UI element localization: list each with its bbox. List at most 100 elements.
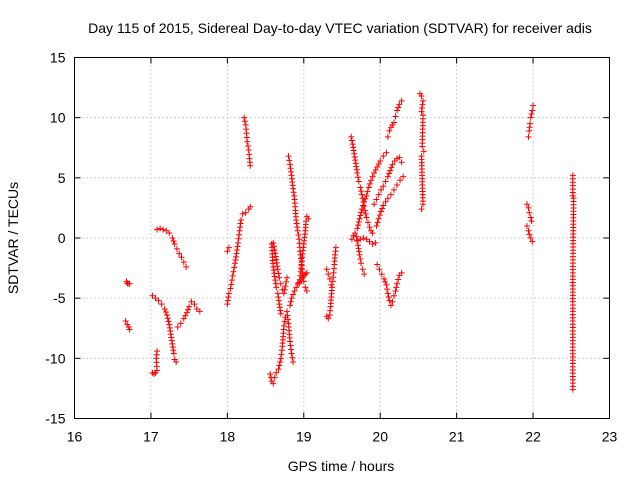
- data-point: [290, 185, 297, 192]
- data-point: [273, 256, 280, 263]
- data-point: [236, 227, 243, 234]
- data-point: [166, 321, 173, 328]
- y-tick-labels: -15 -10 -5 0 5 10 15: [45, 50, 65, 427]
- data-point: [358, 191, 365, 198]
- data-point: [237, 220, 244, 227]
- data-point: [163, 227, 170, 234]
- data-point: [384, 133, 391, 140]
- data-point: [372, 167, 379, 174]
- data-point: [362, 210, 369, 217]
- data-point: [386, 127, 393, 134]
- data-point: [358, 209, 365, 216]
- x-tick-label: 16: [67, 429, 83, 445]
- data-point: [184, 306, 191, 313]
- data-point: [350, 144, 357, 151]
- data-point: [353, 166, 360, 173]
- data-point: [358, 260, 365, 267]
- data-point: [348, 133, 355, 140]
- data-point: [356, 248, 363, 255]
- data-point: [418, 93, 425, 100]
- data-point: [173, 245, 180, 252]
- data-point: [180, 259, 187, 266]
- data-point: [281, 286, 288, 293]
- data-point: [270, 243, 277, 250]
- data-point: [360, 235, 367, 241]
- x-axis-label: GPS time / hours: [288, 458, 395, 474]
- data-point: [325, 271, 332, 278]
- y-tick-label: -5: [53, 290, 66, 306]
- data-point: [569, 386, 576, 393]
- data-point: [359, 195, 366, 202]
- data-point: [384, 195, 391, 202]
- data-point: [360, 202, 367, 209]
- data-point: [373, 222, 380, 229]
- data-point: [328, 281, 335, 288]
- data-point: [274, 263, 281, 270]
- data-point: [287, 161, 294, 168]
- data-point: [155, 297, 162, 304]
- data-point: [364, 219, 371, 226]
- data-point: [529, 238, 536, 245]
- data-point: [525, 227, 532, 234]
- data-point: [236, 231, 243, 238]
- chart-title: Day 115 of 2015, Sidereal Day-to-day VTE…: [88, 20, 592, 36]
- data-point: [355, 178, 362, 185]
- data-point: [386, 170, 393, 177]
- data-point: [382, 178, 389, 185]
- data-point: [381, 275, 388, 282]
- y-tick-label: -15: [45, 411, 65, 427]
- data-point: [525, 133, 532, 140]
- data-point: [122, 318, 129, 325]
- data-point: [275, 366, 282, 373]
- data-point: [528, 111, 535, 118]
- data-point: [351, 230, 358, 237]
- data-point: [400, 173, 407, 180]
- data-point: [193, 305, 200, 312]
- data-point: [173, 358, 180, 365]
- data-point: [350, 147, 357, 154]
- data-point: [271, 247, 278, 254]
- data-point: [167, 328, 174, 335]
- y-tick-label: 5: [58, 170, 66, 186]
- data-point: [271, 374, 278, 381]
- x-tick-label: 21: [449, 429, 465, 445]
- data-point: [394, 107, 401, 114]
- data-point: [165, 318, 172, 325]
- data-point: [273, 284, 280, 291]
- data-point: [383, 281, 390, 288]
- data-point: [168, 334, 175, 341]
- data-point: [368, 177, 375, 184]
- data-point: [297, 272, 304, 279]
- data-point: [394, 182, 401, 189]
- data-point: [273, 259, 280, 266]
- data-point: [389, 298, 396, 305]
- data-point: [170, 238, 177, 245]
- data-point: [362, 195, 369, 202]
- y-tick-label: 10: [50, 110, 66, 126]
- data-point: [361, 207, 368, 214]
- data-point: [377, 157, 384, 164]
- x-tick-label: 23: [602, 429, 618, 445]
- data-point: [154, 348, 161, 355]
- data-point: [235, 235, 242, 242]
- data-point: [353, 163, 360, 170]
- data-point: [161, 305, 168, 312]
- data-point: [275, 270, 282, 277]
- data-point: [285, 153, 292, 160]
- data-point: [169, 235, 176, 241]
- data-point: [294, 224, 301, 231]
- data-point: [280, 322, 287, 329]
- data-point: [325, 315, 332, 322]
- data-point: [384, 286, 391, 293]
- data-point: [395, 276, 402, 283]
- data-point: [244, 138, 251, 145]
- data-point: [237, 224, 244, 231]
- data-point: [375, 215, 382, 222]
- data-point: [290, 291, 297, 298]
- x-tick-label: 22: [525, 429, 541, 445]
- data-point: [183, 309, 190, 316]
- data-point: [384, 173, 391, 180]
- data-point: [289, 354, 296, 361]
- data-point: [277, 307, 284, 314]
- data-point: [272, 250, 279, 257]
